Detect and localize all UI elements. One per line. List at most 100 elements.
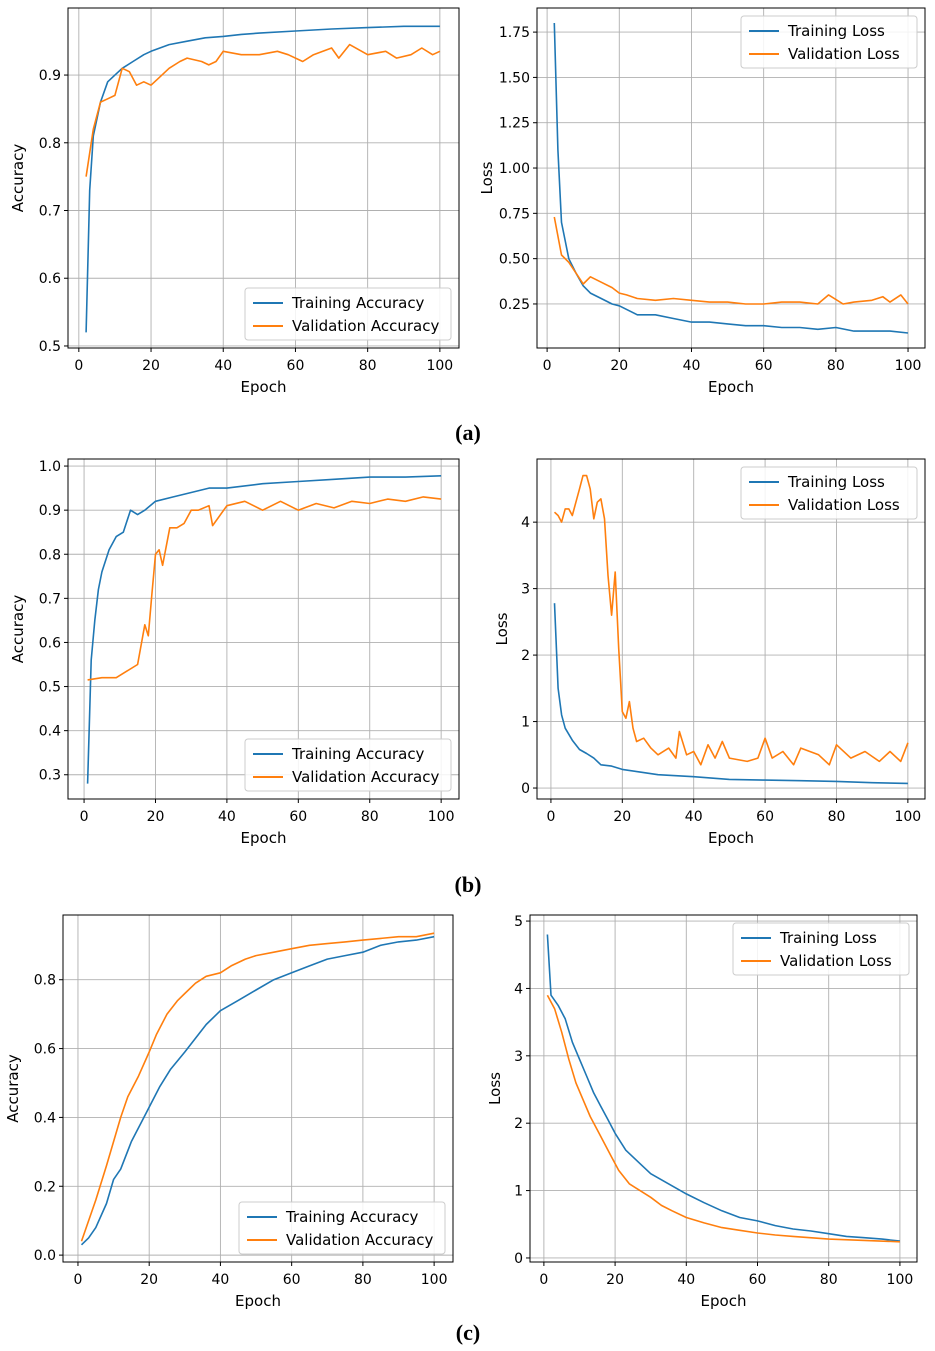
legend-box	[244, 287, 452, 341]
x-tick-label: 100	[426, 358, 453, 374]
validation-line	[85, 43, 441, 177]
y-tick-label: 0.25	[499, 297, 530, 313]
axes-frame	[62, 914, 454, 1263]
chart-5: 0 20 40 60 80 100 0.0 0.2 0.4 0.6 0.8 Epoch Accuracy…	[4, 914, 454, 1310]
y-tick-label: 0.9	[39, 68, 61, 84]
y-tick-label: 0.6	[34, 1042, 56, 1058]
x-tick-label: 60	[283, 1272, 301, 1288]
legend: Training Loss Validation Loss	[732, 922, 910, 976]
x-tick-label: 40	[218, 809, 236, 825]
y-tick-label: 0.8	[34, 973, 56, 989]
training-line	[80, 935, 435, 1246]
x-tick-label: 100	[428, 809, 455, 825]
legend-label: Training Accuracy	[285, 1208, 419, 1226]
legend-label: Validation Loss	[788, 45, 900, 63]
y-tick-label: 0.0	[34, 1248, 56, 1264]
y-tick-label: 1.50	[499, 70, 530, 86]
chart-1: 0 20 40 60 80 100 0.5 0.6 0.7 0.8 0.9 Epoch Accuracy…	[9, 7, 460, 396]
y-tick-label: 0.3	[39, 768, 61, 784]
legend-label: Training Accuracy	[291, 294, 425, 312]
x-tick-label: 80	[827, 358, 845, 374]
legend-label: Validation Accuracy	[292, 317, 439, 335]
validation-line	[553, 216, 909, 305]
legend-box	[732, 922, 910, 976]
x-tick-label: 80	[359, 358, 377, 374]
y-tick-label: 3	[521, 582, 530, 598]
axes-frame	[529, 914, 918, 1263]
y-tick-label: 0.2	[34, 1179, 56, 1195]
validation-line	[553, 474, 909, 766]
axes-frame	[536, 458, 926, 800]
axes-frame	[67, 7, 460, 349]
y-axis-label: Loss	[486, 1072, 504, 1105]
x-tick-label: 0	[539, 1272, 548, 1288]
y-tick-label: 4	[514, 981, 523, 997]
legend-label: Training Loss	[787, 22, 885, 40]
chart-2: 0 20 40 60 80 100 0.25 0.50 0.75 1.00 1.25 1.50 1.75…	[478, 7, 926, 396]
x-axis-label: Epoch	[708, 378, 754, 396]
legend-box	[244, 738, 452, 792]
y-tick-label: 1.75	[499, 25, 530, 41]
chart-3: 0 20 40 60 80 100 0.3 0.4 0.5 0.6 0.7 0.8 0.9 1.0 Epoc…	[9, 458, 460, 847]
y-axis-label: Loss	[478, 161, 496, 194]
chart-4: 0 20 40 60 80 100 0 1 2 3 4 Epoch Loss Training Loss V…	[493, 458, 926, 847]
x-tick-label: 40	[685, 809, 703, 825]
x-tick-label: 20	[610, 358, 628, 374]
x-tick-label: 0	[74, 358, 83, 374]
legend-box	[238, 1201, 446, 1255]
legend: Training Loss Validation Loss	[740, 466, 918, 520]
x-tick-label: 80	[828, 809, 846, 825]
x-axis-label: Epoch	[708, 829, 754, 847]
y-tick-label: 1.0	[39, 459, 61, 475]
y-axis-label: Accuracy	[9, 144, 27, 213]
training-line	[546, 934, 900, 1242]
x-tick-label: 20	[613, 809, 631, 825]
x-tick-label: 60	[755, 358, 773, 374]
y-tick-label: 0.9	[39, 503, 61, 519]
legend-label: Training Accuracy	[291, 745, 425, 763]
legend-box	[740, 466, 918, 520]
y-tick-label: 0.5	[39, 680, 61, 696]
x-tick-label: 0	[73, 1272, 82, 1288]
y-tick-label: 1	[521, 715, 530, 731]
validation-line	[87, 496, 442, 681]
y-tick-label: 0	[521, 781, 530, 797]
x-tick-label: 80	[354, 1272, 372, 1288]
axes-frame	[67, 458, 460, 800]
legend: Training Accuracy Validation Accuracy	[238, 1201, 446, 1255]
legend-label: Training Loss	[787, 473, 885, 491]
x-tick-label: 20	[147, 809, 165, 825]
x-tick-label: 60	[756, 809, 774, 825]
legend: Training Loss Validation Loss	[740, 15, 918, 69]
x-tick-label: 60	[749, 1272, 767, 1288]
validation-line	[80, 932, 435, 1242]
y-tick-label: 1.00	[499, 161, 530, 177]
y-tick-label: 0.6	[39, 271, 61, 287]
x-tick-label: 60	[289, 809, 307, 825]
y-tick-label: 2	[514, 1116, 523, 1132]
legend: Training Accuracy Validation Accuracy	[244, 738, 452, 792]
legend-label: Training Loss	[779, 929, 877, 947]
y-tick-label: 4	[521, 515, 530, 531]
y-axis-label: Accuracy	[9, 595, 27, 664]
training-line	[85, 25, 440, 333]
y-tick-label: 0.6	[39, 635, 61, 651]
x-tick-label: 40	[677, 1272, 695, 1288]
x-tick-label: 0	[546, 809, 555, 825]
y-axis-label: Accuracy	[4, 1054, 22, 1123]
legend: Training Accuracy Validation Accuracy	[244, 287, 452, 341]
x-tick-label: 0	[80, 809, 89, 825]
x-tick-label: 60	[287, 358, 305, 374]
x-tick-label: 0	[543, 358, 552, 374]
x-tick-label: 80	[361, 809, 379, 825]
x-tick-label: 20	[142, 358, 160, 374]
validation-line	[546, 994, 900, 1243]
legend-box	[740, 15, 918, 69]
x-tick-label: 100	[895, 358, 922, 374]
x-axis-label: Epoch	[241, 829, 287, 847]
axes-frame	[536, 7, 926, 349]
training-line	[553, 22, 909, 334]
y-tick-label: 0.4	[39, 724, 61, 740]
